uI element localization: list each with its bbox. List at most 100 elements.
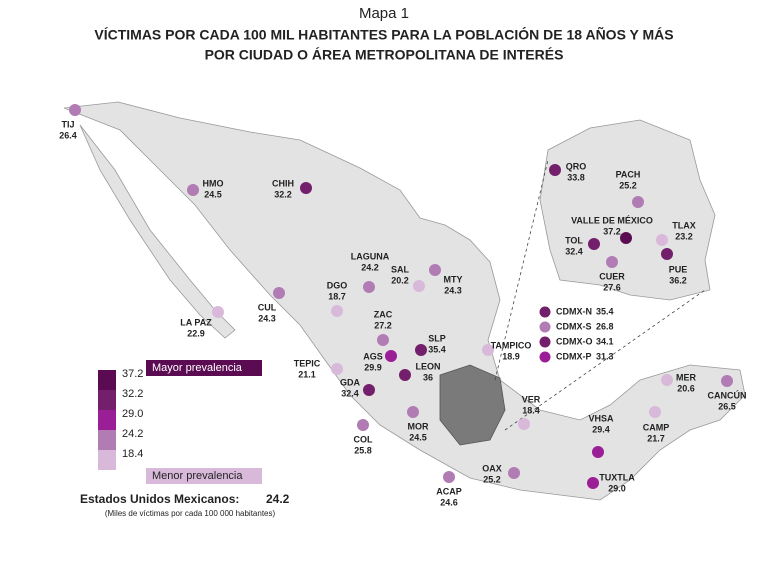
city-marker <box>482 344 494 356</box>
city-name: SLP <box>428 333 446 343</box>
city-value: 24.3 <box>258 313 276 323</box>
city-value: 32.4 <box>565 246 583 256</box>
city-marker <box>649 406 661 418</box>
city-marker <box>212 306 224 318</box>
city-value: 33.8 <box>567 172 585 182</box>
city-value: 24.2 <box>361 262 379 272</box>
city-name: AGS <box>363 351 383 361</box>
legend-swatch <box>98 430 116 450</box>
cdmx-marker <box>539 306 551 318</box>
city-name: TOL <box>565 235 583 245</box>
city-value: 29.9 <box>364 362 382 372</box>
city-marker <box>273 287 285 299</box>
city-value: 20.2 <box>391 275 409 285</box>
city-value: 18.9 <box>502 351 520 361</box>
cdmx-marker <box>539 321 551 333</box>
legend-swatch <box>98 450 116 470</box>
city-marker <box>632 196 644 208</box>
city-value: 27.6 <box>603 282 621 292</box>
city-value: 32.4 <box>341 388 359 398</box>
cdmx-name: CDMX-P <box>556 351 592 361</box>
city-name: COL <box>354 434 374 444</box>
city-value: 24.3 <box>444 285 462 295</box>
city-value: 27.2 <box>374 320 392 330</box>
city-name: TAMPICO <box>491 340 532 350</box>
city-name: OAX <box>482 463 502 473</box>
city-value: 24.5 <box>204 189 222 199</box>
cdmx-value: 31.3 <box>596 351 614 361</box>
city-value: 25.2 <box>619 180 637 190</box>
title: POR CIUDAD O ÁREA METROPOLITANA DE INTER… <box>205 47 564 63</box>
cdmx-name: CDMX-S <box>556 321 592 331</box>
city-marker <box>620 232 632 244</box>
city-name: QRO <box>566 161 587 171</box>
city-name: MER <box>676 372 697 382</box>
city-marker <box>588 238 600 250</box>
city-name: CUER <box>599 271 625 281</box>
city-marker <box>508 467 520 479</box>
city-name: CUL <box>258 302 277 312</box>
city-marker <box>363 384 375 396</box>
city-value: 22.9 <box>187 328 205 338</box>
city-name: ACAP <box>436 486 462 496</box>
legend-low-box <box>146 468 262 484</box>
city-value: 18.7 <box>328 291 346 301</box>
cdmx-value: 35.4 <box>596 306 614 316</box>
city-marker <box>415 344 427 356</box>
legend: Mayor prevalencia Menor prevalencia <box>146 360 262 484</box>
city-name: LAGUNA <box>351 251 390 261</box>
legend-tick-label: 24.2 <box>122 428 143 440</box>
city-value: 35.4 <box>428 344 446 354</box>
city-name: SAL <box>391 264 410 274</box>
city-marker <box>592 446 604 458</box>
legend-tick-label: 37.2 <box>122 368 143 380</box>
city-name: GDA <box>340 377 361 387</box>
cdmx-marker <box>539 351 551 363</box>
city-name: CHIH <box>272 178 294 188</box>
city-value: 26.5 <box>718 401 736 411</box>
city-marker <box>399 369 411 381</box>
city-marker <box>661 374 673 386</box>
city-name: CAMP <box>643 422 670 432</box>
legend-tick-label: 32.2 <box>122 388 143 400</box>
country-outline <box>63 101 746 501</box>
city-name: DGO <box>327 280 348 290</box>
legend-swatch <box>98 370 116 390</box>
city-value: 36.2 <box>669 275 687 285</box>
city-value: 24.5 <box>409 432 427 442</box>
legend-high-box <box>146 360 262 376</box>
city-name: VER <box>522 394 541 404</box>
city-value: 21.7 <box>647 433 665 443</box>
legend-swatch <box>98 410 116 430</box>
city-marker <box>407 406 419 418</box>
city-value: 36 <box>423 372 433 382</box>
city-value: 18.4 <box>522 405 540 415</box>
city-marker <box>377 334 389 346</box>
city-marker <box>606 256 618 268</box>
legend-swatch <box>98 390 116 410</box>
city-value: 26.4 <box>59 130 77 140</box>
city-marker <box>187 184 199 196</box>
city-marker <box>363 281 375 293</box>
national-value: 24.2 <box>266 492 290 506</box>
city-name: HMO <box>203 178 224 188</box>
city-value: 20.6 <box>677 383 695 393</box>
city-marker <box>331 305 343 317</box>
legend-high-label: Mayor prevalencia <box>152 362 243 374</box>
city-value: 32.2 <box>274 189 292 199</box>
city-name: PACH <box>616 169 641 179</box>
city-name: LA PAZ <box>180 317 212 327</box>
city-marker <box>518 418 530 430</box>
city-name: LEON <box>415 361 440 371</box>
city-value: 29.0 <box>608 483 626 493</box>
city-marker <box>385 350 397 362</box>
city-value: 25.2 <box>483 474 501 484</box>
legend-tick-label: 18.4 <box>122 448 143 460</box>
city-marker <box>656 234 668 246</box>
city-name: VHSA <box>588 413 614 423</box>
cdmx-marker <box>539 336 551 348</box>
city-name: MTY <box>444 274 463 284</box>
city-value: 21.1 <box>298 369 316 379</box>
city-marker <box>331 363 343 375</box>
legend-tick-label: 29.0 <box>122 408 143 420</box>
